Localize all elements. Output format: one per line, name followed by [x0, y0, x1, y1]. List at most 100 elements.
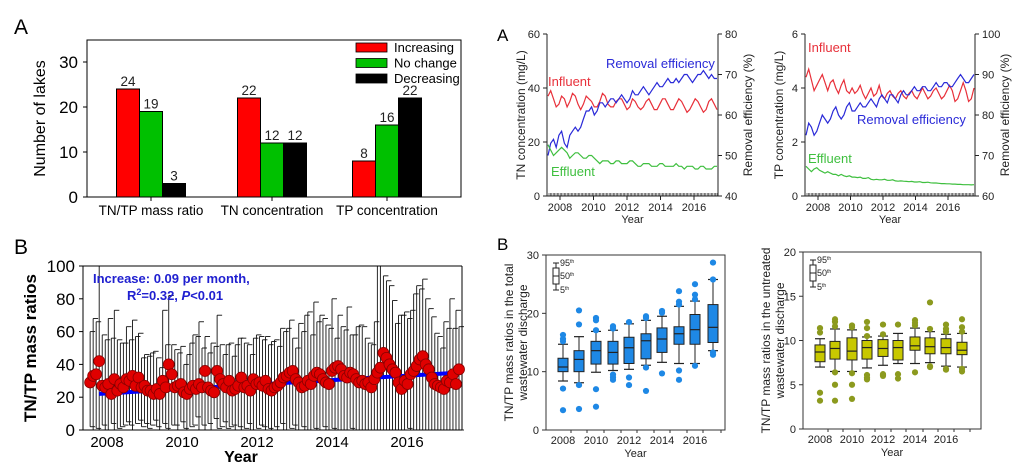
- outlier-point: [942, 366, 950, 373]
- legend-label: Increasing: [394, 40, 454, 55]
- data-point: [90, 368, 103, 381]
- lakes-ratio-timeseries-chart: 0 20 40 60 80 100 2008 2010 2012 2014 2016 Year TN/T…: [21, 257, 465, 466]
- box: [707, 304, 719, 344]
- outlier-point: [848, 370, 856, 377]
- data-point: [453, 363, 465, 376]
- y-axis-title: TN/TP mass ratios: [21, 274, 40, 422]
- y-axis-title: TP concentration (mg/L): [772, 51, 786, 180]
- outlier-point: [625, 381, 633, 389]
- outlier-point: [559, 338, 567, 345]
- x-tick-label: 2016: [390, 434, 423, 451]
- x-tick-label: 2012: [615, 202, 639, 214]
- y-right-tick-label: 80: [982, 110, 994, 122]
- box: [656, 327, 668, 353]
- outlier-point: [592, 386, 600, 393]
- outlier-point: [911, 322, 919, 329]
- data-point: [323, 378, 335, 390]
- outlier-point: [894, 375, 902, 382]
- series-label: Removal efficiency: [606, 56, 715, 71]
- legend-label: Decreasing: [394, 71, 460, 86]
- box: [829, 340, 841, 360]
- y-right-axis-title: Removal efficiency (%): [741, 54, 755, 176]
- bar-value-label: 12: [264, 128, 279, 143]
- x-tick-label: 2008: [90, 434, 123, 451]
- key-label: 50th: [560, 271, 574, 281]
- y-right-tick-label: 80: [725, 29, 737, 41]
- y-tick-label: 20: [527, 308, 539, 320]
- y-axis-title-line2: wastewater discharge: [773, 282, 787, 399]
- y-tick-label: 80: [56, 290, 75, 309]
- box: [846, 337, 858, 361]
- key-label: 5th: [817, 282, 826, 292]
- x-tick-label: 2016: [682, 202, 706, 214]
- box: [940, 338, 952, 355]
- outlier-point: [709, 259, 717, 266]
- series-line-influent: [547, 89, 718, 114]
- outlier-point: [958, 328, 966, 335]
- series-line-effluent: [547, 144, 717, 170]
- outlier-point: [709, 351, 717, 358]
- x-tick-label: 2010: [165, 434, 198, 451]
- annotation-trend: Increase: 0.09 per month,: [93, 271, 250, 286]
- outlier-point: [592, 327, 600, 334]
- outlier-point: [942, 328, 950, 335]
- bar-value-label: 24: [120, 74, 136, 89]
- outlier-point: [575, 381, 583, 389]
- panel-label-a-left: A: [14, 16, 28, 39]
- y-right-tick-label: 90: [982, 70, 994, 82]
- y-tick-label: 10: [527, 367, 539, 379]
- y-axis-title: TN concentration (mg/L): [514, 50, 528, 179]
- outlier-point: [559, 385, 567, 392]
- outlier-point: [642, 387, 650, 395]
- y-tick-label: 20: [56, 388, 75, 407]
- outlier-point: [894, 321, 902, 328]
- x-axis-title: Year: [224, 449, 258, 466]
- y-tick-label: 20: [59, 98, 78, 117]
- bar-value-label: 22: [402, 83, 417, 98]
- outlier-point: [894, 371, 902, 378]
- x-tick-label: 2012: [871, 202, 895, 214]
- x-tick-label: TN/TP mass ratio: [99, 203, 204, 218]
- y-tick-label: 30: [59, 53, 78, 72]
- box: [590, 340, 602, 365]
- y-tick-label: 0: [66, 421, 75, 440]
- legend-label: No change: [394, 56, 457, 71]
- outlier-point: [675, 288, 683, 295]
- outlier-point: [863, 376, 871, 383]
- outlier-point: [575, 321, 583, 328]
- x-tick-label: 2008: [548, 202, 572, 214]
- y-right-tick-label: 60: [982, 191, 994, 203]
- x-tick-label: 2014: [650, 435, 674, 447]
- outlier-point: [642, 314, 650, 322]
- y-right-tick-label: 100: [982, 29, 1000, 41]
- outlier-point: [831, 318, 839, 326]
- y-tick-label: 2: [792, 137, 798, 149]
- y-tick-label: 40: [56, 355, 75, 374]
- key-label: 5th: [560, 285, 569, 295]
- key-label: 95th: [817, 255, 831, 265]
- key-label: 95th: [560, 258, 574, 268]
- bar-increasing: [237, 97, 261, 198]
- x-tick-label: 2014: [903, 202, 927, 214]
- x-tick-label: 2014: [315, 434, 348, 451]
- outlier-point: [831, 397, 839, 404]
- plot-frame: [802, 251, 982, 430]
- y-tick-label: 10: [784, 336, 796, 348]
- y-tick-label: 4: [792, 83, 798, 95]
- key-label: 50th: [817, 268, 831, 278]
- tp-wastewater-line-chart: 0 2 4 6 60 70 80 90 100 2008 2010 2012 2014 2016 Year T…: [772, 29, 1012, 226]
- x-axis-title: Year: [881, 447, 904, 459]
- series-label: Influent: [808, 40, 851, 55]
- ratio-untreated-boxplot: 0 5 10 15 20 2008 2010 2012 2014 2016 Year TN/TP ma…: [759, 247, 982, 459]
- outlier-point: [658, 309, 666, 316]
- x-tick-label: 2010: [838, 202, 862, 214]
- outlier-point: [675, 367, 683, 374]
- outlier-point: [848, 395, 856, 403]
- bar-value-label: 3: [170, 169, 178, 184]
- series-line-effluent: [805, 165, 975, 186]
- outlier-point: [609, 325, 617, 332]
- x-tick-label: 2010: [584, 435, 608, 447]
- outlier-point: [691, 281, 699, 288]
- outlier-point: [926, 325, 934, 333]
- x-tick-label: 2008: [806, 202, 830, 214]
